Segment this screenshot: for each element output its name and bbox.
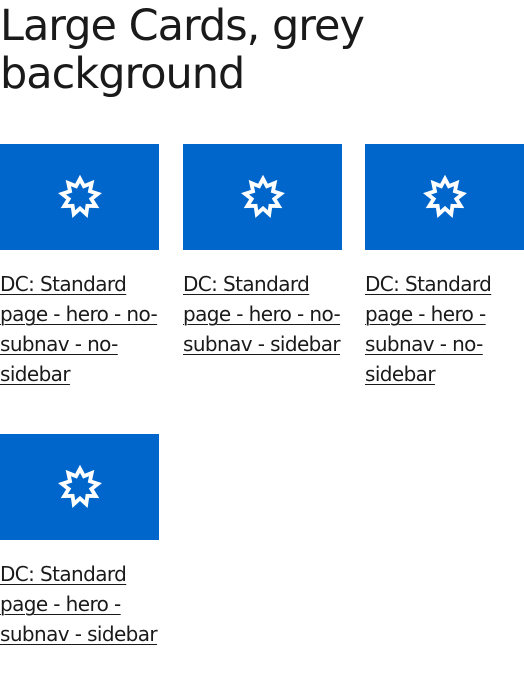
card-link[interactable]: DC: Standard page - hero - subnav - side…	[0, 562, 158, 646]
starburst-icon	[57, 464, 102, 508]
card: DC: Standard page - hero - no-subnav - s…	[183, 144, 342, 359]
card-image[interactable]	[183, 144, 342, 250]
starburst-icon	[57, 174, 102, 218]
starburst-icon	[240, 174, 285, 218]
card: DC: Standard page - hero - subnav - side…	[0, 434, 159, 649]
card: DC: Standard page - hero - no-subnav - n…	[0, 144, 159, 389]
card-link[interactable]: DC: Standard page - hero - subnav - no-s…	[365, 272, 492, 386]
starburst-icon	[422, 174, 467, 218]
card-image[interactable]	[365, 144, 524, 250]
card-image[interactable]	[0, 144, 159, 250]
page-title: Large Cards, grey background	[0, 1, 365, 99]
card-link[interactable]: DC: Standard page - hero - no-subnav - s…	[183, 272, 341, 356]
card-link[interactable]: DC: Standard page - hero - no-subnav - n…	[0, 272, 158, 386]
card: DC: Standard page - hero - subnav - no-s…	[365, 144, 524, 389]
card-image[interactable]	[0, 434, 159, 540]
